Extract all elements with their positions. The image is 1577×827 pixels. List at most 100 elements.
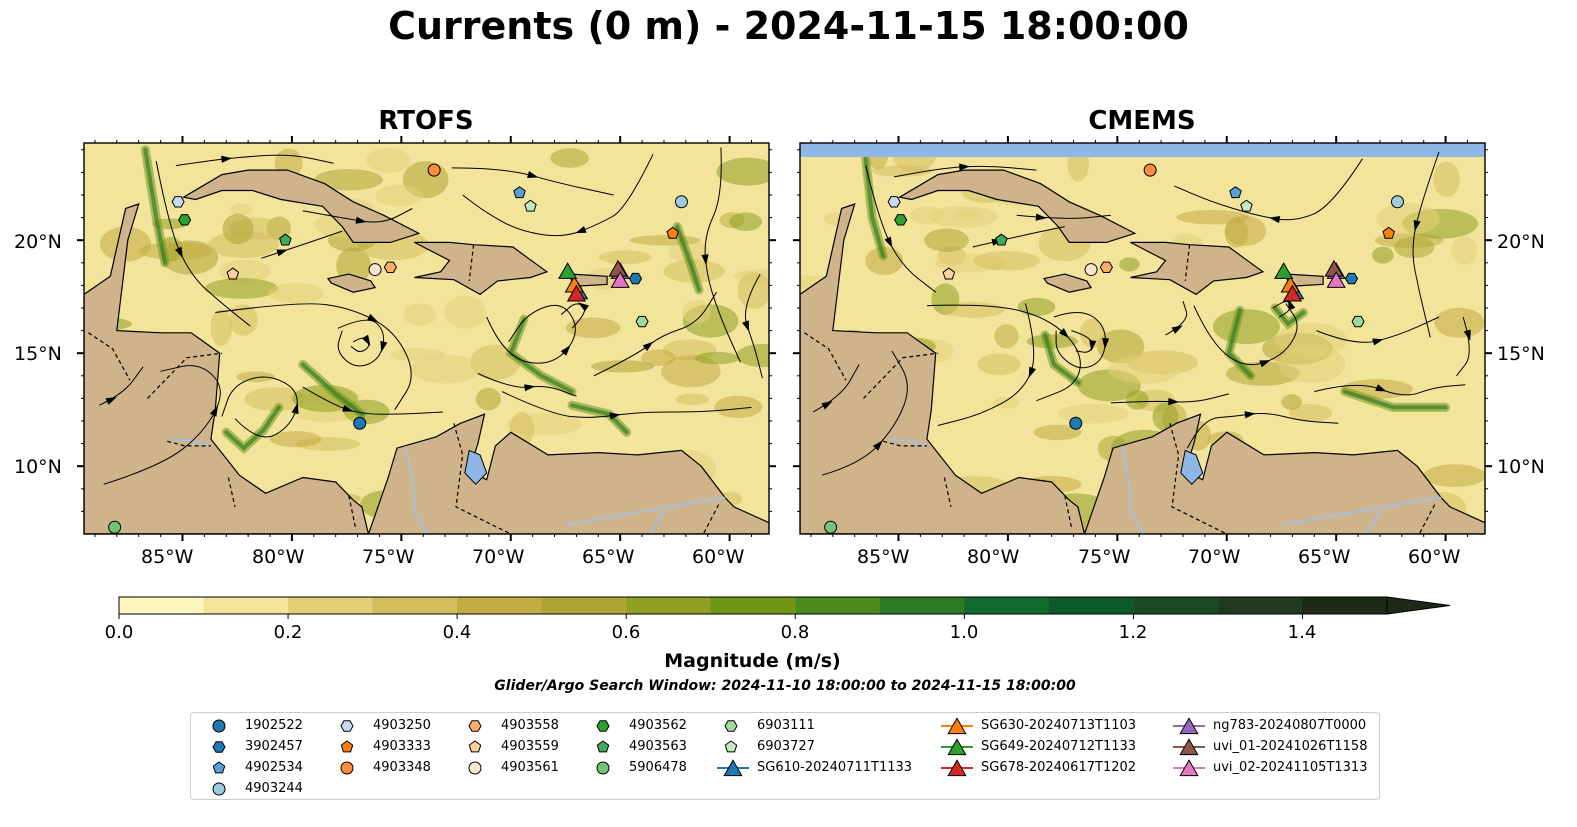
land-jamaica [1042,273,1093,293]
country-border [943,477,952,508]
map-panel-cmems [793,136,1492,541]
observation-marker [524,199,537,212]
current-magnitude-patch [694,351,740,365]
colorbar-segment [964,597,1050,614]
legend-hexagon-marker [340,720,354,732]
colorbar-label: Magnitude (m/s) [664,650,841,672]
observation-marker [887,196,901,208]
legend-label: 4903333 [373,739,431,754]
strong-current-core [1226,308,1253,378]
observation-marker [1229,186,1242,199]
river [1365,510,1381,534]
lon-label-80w-rtofs: 80°W [252,546,305,568]
streamline-arrow [959,163,971,171]
lon-label-75w-cmems: 75°W [1078,546,1131,568]
circle-marker-icon [212,719,226,733]
legend-label: 4903558 [501,718,559,733]
country-border [348,495,356,528]
legend-pentagon-marker [596,740,610,753]
legend-pentagon-marker [724,740,738,753]
legend-label: 1902522 [245,718,303,733]
streamline-arrow [1028,366,1037,378]
legend-triangle-marker [1179,738,1199,756]
streamline [462,154,654,237]
current-magnitude-patch [1372,246,1394,264]
streamline-arrow [221,155,233,163]
country-border [863,352,938,399]
current-magnitude-patch [403,303,437,326]
legend-label: SG630-20240713T1103 [981,718,1137,733]
streamline-arrow [1259,360,1271,368]
streamline-arrow [872,440,883,451]
observation-marker [1143,163,1157,177]
observation-marker [108,520,122,534]
circle-marker-icon [468,761,482,775]
colorbar-segment [1217,597,1303,614]
map-frame [799,142,1486,535]
map-panel-rtofs [77,136,776,541]
land-south-america [800,413,1485,534]
observation-marker [1344,272,1359,285]
legend-triangle-marker [947,738,967,756]
colorbar-segment [1302,597,1388,614]
land-jamaica [326,273,377,293]
legend-label: ng783-20240807T0000 [1213,718,1367,733]
legend-triangle-marker [947,717,967,735]
current-magnitude-patch [268,283,324,304]
legend-circle-marker [340,761,354,775]
lon-label-85w-rtofs: 85°W [141,546,194,568]
legend-label: 4903244 [245,781,303,796]
current-magnitude-patch [1026,334,1078,349]
streamline [302,386,443,415]
current-magnitude-patch [550,148,589,168]
current-magnitude-patch [736,344,769,368]
current-magnitude-patch [1108,354,1181,384]
pentagon-marker-icon [724,740,738,753]
strong-current-core [1272,306,1306,327]
current-magnitude-patch [204,278,279,299]
streamline-arrow [1463,329,1471,341]
observation-marker [171,196,185,208]
current-magnitude-patch [1393,236,1435,259]
land-south-america [84,413,769,534]
lon-label-85w-cmems: 85°W [857,546,910,568]
lat-label-15n-right: 15°N [1497,343,1545,365]
observation-marker [635,315,649,328]
country-border [702,504,720,534]
observation-marker [226,267,240,280]
lon-label-60w-rtofs: 60°W [692,546,745,568]
current-magnitude-patch [375,184,424,207]
colorbar-tick-3: 0.6 [611,622,641,643]
legend-label: SG649-20240712T1133 [981,739,1137,754]
observation-marker [628,272,643,285]
current-magnitude-patch [1119,257,1140,272]
lat-label-15n-left: 15°N [14,343,62,365]
legend-label: uvi_02-20241105T1313 [1213,760,1368,775]
streamline-arrow [105,396,117,405]
streamline [1053,312,1106,369]
streamline-arrow [355,216,367,224]
lon-label-65w-cmems: 65°W [1298,546,1351,568]
current-magnitude-patch [1079,318,1106,348]
observation-marker [1390,195,1404,209]
no-data-strip [800,143,1485,157]
streamline-arrow [821,401,833,410]
lon-label-75w-rtofs: 75°W [362,546,415,568]
legend-triangle-marker [947,759,967,777]
streamline-arrow [527,171,539,178]
current-magnitude-patch [138,242,213,260]
country-border [1169,423,1228,534]
current-magnitude-patch [598,250,652,265]
streamline-arrow [1372,338,1384,346]
strong-current-core [143,147,167,265]
legend-triangle-marker [1179,759,1199,777]
streamline-arrow [291,402,299,415]
current-magnitude-patch [871,165,932,177]
colorbar-segment [372,597,458,614]
legend-label: 4903559 [501,739,559,754]
lat-label-20n-right: 20°N [1497,231,1545,253]
current-magnitude-patch [444,295,487,329]
current-magnitude-patch [1288,403,1333,422]
streamline-arrow [1168,397,1180,406]
current-magnitude-patch [292,384,358,412]
